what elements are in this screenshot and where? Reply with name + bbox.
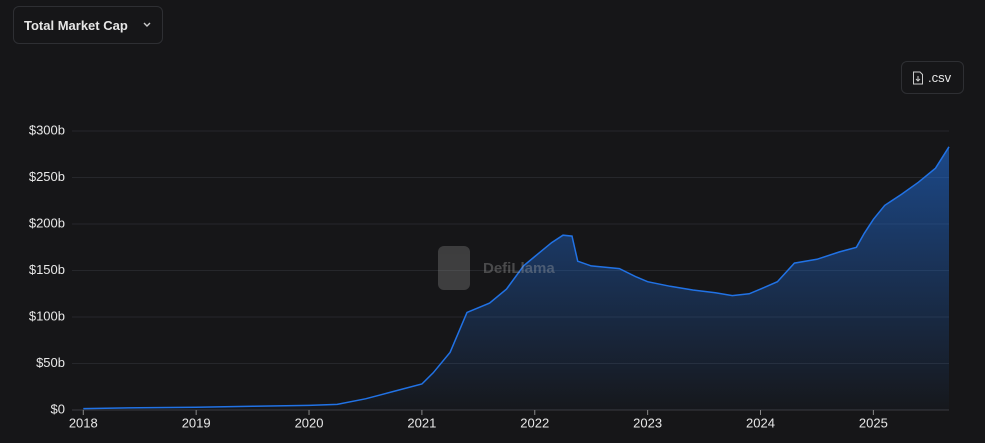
dropdown-label: Total Market Cap [24,17,128,33]
y-tick-label: $250b [29,169,65,184]
x-tick-label: 2021 [407,415,436,430]
x-tick-label: 2019 [182,415,211,430]
x-tick-label: 2024 [746,415,775,430]
x-tick-label: 2022 [520,415,549,430]
watermark-logo [438,246,470,290]
csv-button[interactable]: .csv [901,61,964,94]
y-tick-label: $150b [29,262,65,277]
y-tick-label: $300b [29,122,65,137]
x-tick-label: 2025 [859,415,888,430]
chevron-icon [143,22,151,27]
y-tick-label: $50b [36,355,65,370]
y-tick-label: $100b [29,308,65,323]
x-tick-label: 2018 [69,415,98,430]
area-fill [83,146,950,411]
x-tick-label: 2023 [633,415,662,430]
watermark: DefiLlama [438,246,555,290]
metric-dropdown[interactable]: Total Market Cap [13,6,163,44]
watermark-text: DefiLlama [483,260,555,277]
csv-label: .csv [928,70,952,85]
file-icon [913,71,923,84]
x-tick-label: 2020 [295,415,324,430]
area-line [83,146,950,410]
y-tick-label: $200b [29,215,65,230]
y-tick-label: $0 [51,401,65,416]
